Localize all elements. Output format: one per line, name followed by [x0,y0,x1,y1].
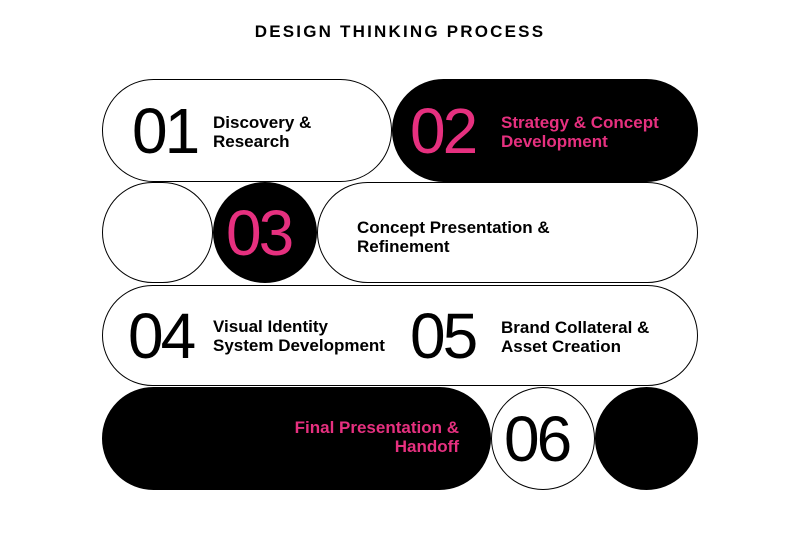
step-01-pill [102,79,392,182]
step-01-label: Discovery & Research [213,113,311,151]
step-02-pill [392,79,698,182]
step-06-circle [491,387,595,490]
step-02-number: 02 [410,95,478,167]
step-03-label-line-1: Concept Presentation & [357,218,550,237]
step-04-label: Visual Identity System Development [213,317,385,355]
step-03-pill [317,182,698,283]
step-01-number: 01 [132,95,200,167]
step-06-label-line-2: Handoff [394,437,459,456]
step-06-label: Final Presentation & Handoff [240,418,459,456]
step-04-label-line-2: System Development [213,336,385,355]
step-05-label-line-2: Asset Creation [501,337,621,356]
step-05-label-line-1: Brand Collateral & [501,318,650,337]
step-03-number: 03 [226,197,294,269]
step-05-label: Brand Collateral & Asset Creation [501,318,649,356]
step-03-label: Concept Presentation & Refinement [357,218,550,256]
step-01-label-line-2: Research [213,132,290,151]
step-06-label-pill [102,387,491,490]
step-03-circle [213,182,317,283]
step-02-label-line-2: Development [501,132,608,151]
step-01-label-line-1: Discovery & [213,113,312,132]
diagram-title: DESIGN THINKING PROCESS [254,22,546,41]
step-06-number: 06 [504,403,572,475]
step-04-number: 04 [128,300,196,372]
step-04-label-line-1: Visual Identity [213,317,328,336]
row-4-right-pill [595,387,698,490]
step-02-label: Strategy & Concept Development [501,113,659,151]
step-02-label-line-1: Strategy & Concept [501,113,659,132]
step-05-number: 05 [410,300,478,372]
step-06-label-line-1: Final Presentation & [294,418,459,437]
row-2-left-pill [102,182,213,283]
row-3-pill [102,285,698,386]
step-03-label-line-2: Refinement [357,237,450,256]
